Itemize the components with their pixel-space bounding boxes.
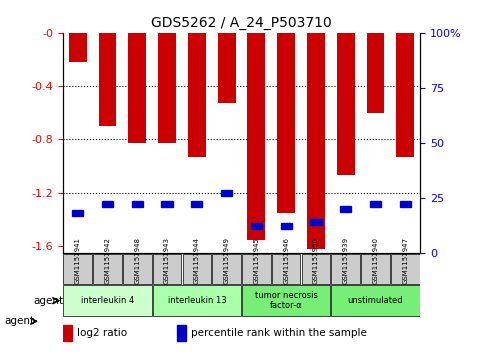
Text: GSM1151943: GSM1151943 [164,237,170,284]
Text: interleukin 4: interleukin 4 [81,296,134,305]
Bar [340,206,352,212]
Text: GSM1151941: GSM1151941 [75,237,81,284]
Text: GSM1151939: GSM1151939 [343,237,349,284]
Bar [69,33,86,62]
Text: tumor necrosis
factor-α: tumor necrosis factor-α [255,291,318,310]
Text: agent: agent [5,316,35,326]
Bar [251,224,262,229]
Bar [218,33,236,103]
Bar [281,224,292,229]
Bar [191,201,202,207]
Bar [399,201,411,207]
Text: GSM1151946: GSM1151946 [283,237,289,284]
Bar [63,325,71,340]
Text: GSM1151940: GSM1151940 [372,237,379,284]
Text: log2 ratio: log2 ratio [77,327,127,338]
FancyBboxPatch shape [63,253,92,285]
Bar [337,33,355,175]
FancyBboxPatch shape [242,285,330,316]
FancyBboxPatch shape [63,285,152,316]
FancyBboxPatch shape [272,253,300,285]
FancyBboxPatch shape [331,285,420,316]
FancyBboxPatch shape [153,253,181,285]
Bar [310,219,322,225]
Bar [397,33,414,157]
Bar [177,325,186,340]
Text: interleukin 13: interleukin 13 [168,296,226,305]
Text: GSM1151948: GSM1151948 [134,237,140,284]
FancyBboxPatch shape [331,253,360,285]
FancyBboxPatch shape [361,253,390,285]
Bar [158,33,176,143]
Text: GSM1151949: GSM1151949 [224,237,229,284]
Text: GSM1151950: GSM1151950 [313,237,319,284]
Bar [367,33,384,113]
Bar [277,33,295,213]
Bar [247,33,265,240]
Bar [188,33,206,157]
Text: GSM1151942: GSM1151942 [104,237,111,284]
Text: unstimulated: unstimulated [348,296,403,305]
Bar [128,33,146,143]
FancyBboxPatch shape [213,253,241,285]
Bar [72,210,84,216]
FancyBboxPatch shape [123,253,152,285]
Text: GSM1151944: GSM1151944 [194,237,200,284]
Bar [161,201,173,207]
Text: GSM1151947: GSM1151947 [402,237,408,284]
Bar [99,33,116,126]
Title: GDS5262 / A_24_P503710: GDS5262 / A_24_P503710 [151,16,332,30]
FancyBboxPatch shape [153,285,241,316]
Bar [370,201,381,207]
FancyBboxPatch shape [302,253,330,285]
FancyBboxPatch shape [391,253,420,285]
Text: percentile rank within the sample: percentile rank within the sample [191,327,368,338]
FancyBboxPatch shape [93,253,122,285]
FancyBboxPatch shape [242,253,270,285]
FancyBboxPatch shape [183,253,211,285]
Bar [221,191,232,196]
Text: agent: agent [33,296,63,306]
Bar [102,201,113,207]
Bar [307,33,325,249]
Text: GSM1151945: GSM1151945 [254,237,259,284]
Bar [131,201,143,207]
